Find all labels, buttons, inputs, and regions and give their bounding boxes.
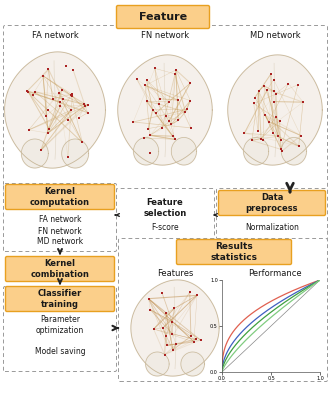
FancyBboxPatch shape: [117, 188, 214, 242]
Text: MD network: MD network: [250, 30, 300, 40]
FancyBboxPatch shape: [176, 240, 292, 264]
Polygon shape: [228, 55, 322, 165]
FancyBboxPatch shape: [117, 6, 210, 28]
Polygon shape: [146, 352, 169, 376]
FancyBboxPatch shape: [4, 26, 327, 192]
Text: FA network: FA network: [39, 216, 81, 224]
Text: Kernel
combination: Kernel combination: [30, 259, 89, 279]
FancyBboxPatch shape: [216, 188, 327, 242]
Text: FN network: FN network: [38, 226, 82, 236]
Polygon shape: [244, 138, 269, 165]
FancyBboxPatch shape: [4, 184, 117, 252]
Text: Features: Features: [157, 268, 193, 278]
Polygon shape: [133, 138, 159, 165]
Text: Parameter
optimization: Parameter optimization: [36, 315, 84, 335]
Text: Feature
selection: Feature selection: [143, 198, 187, 218]
FancyBboxPatch shape: [218, 190, 325, 216]
Polygon shape: [62, 139, 89, 168]
FancyBboxPatch shape: [6, 256, 115, 282]
FancyBboxPatch shape: [118, 238, 327, 382]
Text: Classifier
training: Classifier training: [38, 289, 82, 309]
Text: Data
preprocess: Data preprocess: [246, 193, 298, 213]
Text: FA network: FA network: [32, 30, 78, 40]
Polygon shape: [171, 138, 197, 165]
Polygon shape: [22, 139, 48, 168]
Polygon shape: [281, 138, 307, 165]
Polygon shape: [5, 52, 105, 168]
Text: Results
statistics: Results statistics: [211, 242, 258, 262]
Text: Model saving: Model saving: [35, 348, 85, 356]
Polygon shape: [118, 55, 212, 165]
FancyBboxPatch shape: [6, 286, 115, 312]
Text: Normalization: Normalization: [245, 224, 299, 232]
Text: FN network: FN network: [141, 30, 189, 40]
FancyBboxPatch shape: [4, 286, 117, 372]
Text: F-score: F-score: [151, 224, 179, 232]
Text: Performance: Performance: [248, 268, 302, 278]
Text: Feature: Feature: [139, 12, 187, 22]
Text: MD network: MD network: [37, 238, 83, 246]
Polygon shape: [181, 352, 205, 376]
Text: Kernel
computation: Kernel computation: [30, 187, 90, 207]
FancyBboxPatch shape: [6, 184, 115, 210]
Polygon shape: [131, 280, 219, 376]
